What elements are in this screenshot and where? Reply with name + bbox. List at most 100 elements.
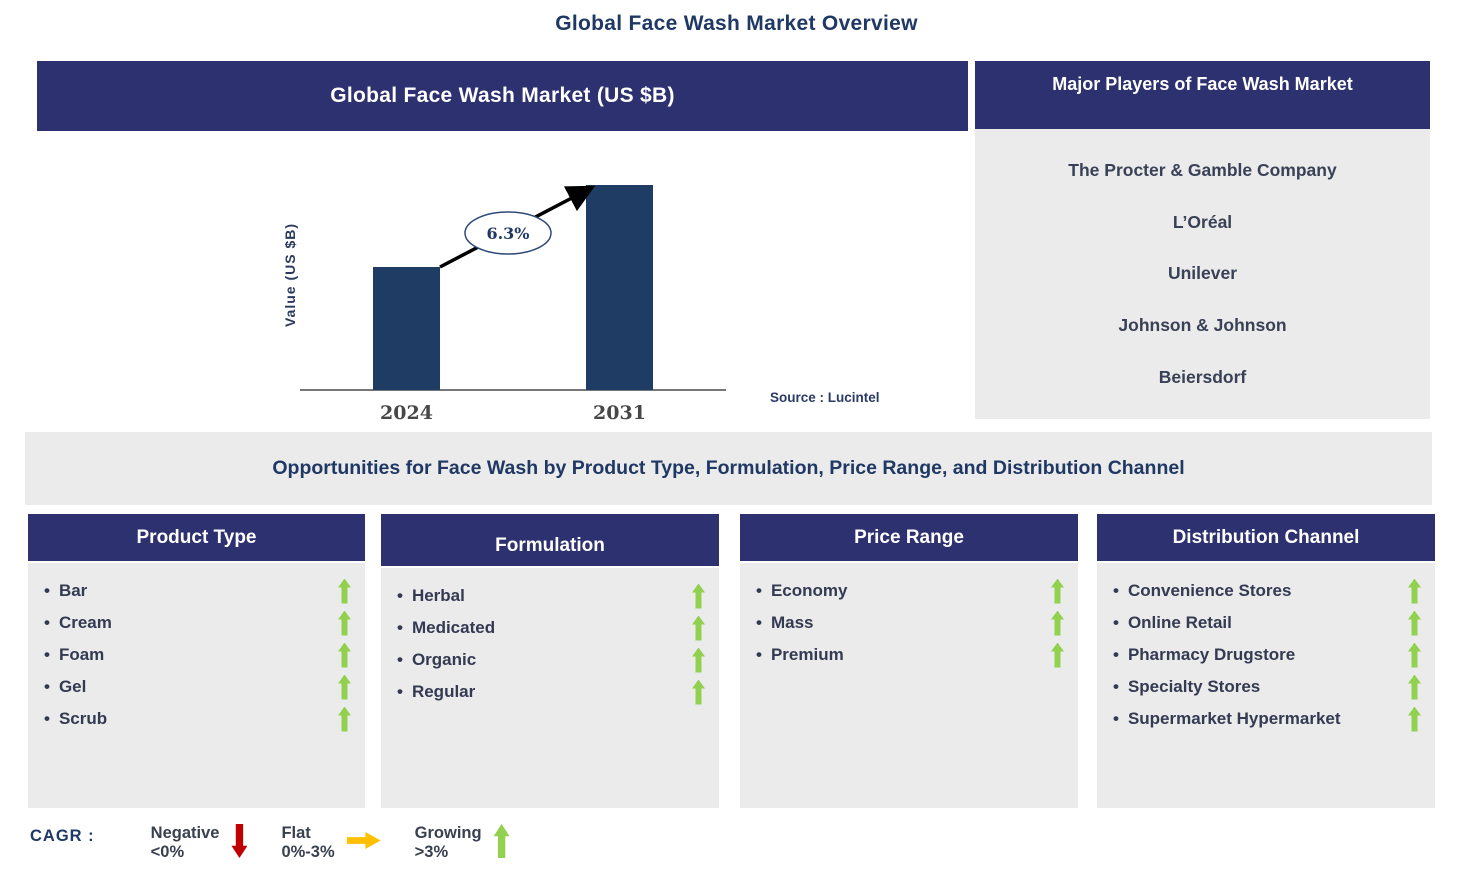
cagr-value-label: 6.3% (486, 224, 529, 243)
item-label: Pharmacy Drugstore (1127, 645, 1296, 664)
legend-arrow-icon (346, 832, 381, 849)
legend-entry-range: 0%-3% (281, 843, 335, 861)
item-label: Convenience Stores (1127, 581, 1292, 600)
growing-up-arrow-icon (1408, 642, 1421, 668)
growing-up-arrow-icon (338, 578, 351, 604)
bullet-icon: • (397, 618, 403, 637)
chart-title-bar: Global Face Wash Market (US $B) (37, 61, 968, 131)
legend-entry-name: Growing (414, 824, 482, 842)
list-item: • Economy (756, 575, 1064, 607)
growing-up-arrow-icon (1051, 610, 1064, 636)
bullet-icon: • (397, 586, 403, 605)
legend-arrow-icon (231, 824, 248, 858)
legend-entry-text: Negative <0% (151, 824, 220, 862)
list-item: • Online Retail (1113, 607, 1421, 639)
item-label: Gel (58, 677, 87, 696)
legend-arrow-icon (493, 824, 510, 858)
list-item: • Herbal (397, 580, 705, 612)
bullet-icon: • (397, 682, 403, 701)
chart-source-note: Source : Lucintel (770, 390, 880, 405)
column-item-list: • Bar • Cream • Foam • Gel (28, 563, 365, 808)
list-item: • Convenience Stores (1113, 575, 1421, 607)
opportunities-title-band: Opportunities for Face Wash by Product T… (25, 432, 1432, 505)
legend-entry-name: Flat (281, 824, 311, 842)
cagr-ellipse (464, 211, 552, 255)
item-label: Supermarket Hypermarket (1127, 709, 1341, 728)
bullet-icon: • (397, 650, 403, 669)
item-label: Economy (770, 581, 848, 600)
growing-up-arrow-icon (338, 706, 351, 732)
company-name: Unilever (1167, 263, 1238, 284)
column-distribution-channel: Distribution Channel • Convenience Store… (1097, 514, 1435, 808)
list-item: • Regular (397, 676, 705, 708)
list-item: • Cream (44, 607, 351, 639)
major-players-title: Major Players of Face Wash Market (975, 61, 1430, 129)
column-item-list: • Convenience Stores • Online Retail • P… (1097, 563, 1435, 808)
market-bar-chart: 2024 2031 6.3% Value (US $B) Source : Luci… (37, 131, 968, 431)
bullet-icon: • (756, 645, 762, 664)
column-header: Price Range (740, 514, 1078, 561)
bar-2031 (586, 185, 653, 390)
cagr-legend-label: CAGR : (30, 827, 95, 845)
company-name: Beiersdorf (1158, 366, 1247, 387)
list-item: • Foam (44, 639, 351, 671)
bullet-icon: • (44, 581, 50, 600)
list-item: • Pharmacy Drugstore (1113, 639, 1421, 671)
bullet-icon: • (44, 645, 50, 664)
legend-entry-text: Growing >3% (415, 824, 482, 862)
column-price-range: Price Range • Economy • Mass • Premium (740, 514, 1078, 808)
list-item: • Organic (397, 644, 705, 676)
item-label: Specialty Stores (1127, 677, 1261, 696)
list-item: • Medicated (397, 612, 705, 644)
list-item: • Scrub (44, 703, 351, 735)
growing-up-arrow-icon (1408, 610, 1421, 636)
legend-entry: Negative <0% (151, 824, 248, 862)
growing-up-arrow-icon (1408, 674, 1421, 700)
growing-up-arrow-icon (692, 615, 705, 641)
list-item: • Premium (756, 639, 1064, 671)
cagr-legend-entries: Negative <0% Flat 0%-3% Growing >3% (151, 824, 544, 862)
company-name: Johnson & Johnson (1118, 315, 1287, 336)
list-item: • Specialty Stores (1113, 671, 1421, 703)
chart-y-axis-label: Value (US $B) (282, 222, 298, 328)
bullet-icon: • (756, 581, 762, 600)
growing-up-arrow-icon (1051, 642, 1064, 668)
legend-entry-name: Negative (150, 824, 220, 842)
growing-up-arrow-icon (1051, 578, 1064, 604)
legend-entry-range: >3% (414, 843, 449, 861)
growing-up-arrow-icon (1408, 706, 1421, 732)
growing-up-arrow-icon (338, 674, 351, 700)
item-label: Bar (58, 581, 88, 600)
list-item: • Supermarket Hypermarket (1113, 703, 1421, 735)
bullet-icon: • (1113, 581, 1119, 600)
item-label: Herbal (411, 586, 465, 605)
legend-entry: Flat 0%-3% (281, 824, 381, 862)
item-label: Organic (411, 650, 477, 669)
bar-chart-canvas: 2024 2031 6.3% (300, 185, 726, 424)
bullet-icon: • (756, 613, 762, 632)
column-header: Product Type (28, 514, 365, 561)
growing-up-arrow-icon (692, 647, 705, 673)
legend-entry-range: <0% (150, 843, 185, 861)
growing-up-arrow-icon (338, 610, 351, 636)
company-name: The Procter & Gamble Company (1068, 160, 1337, 181)
column-item-list: • Economy • Mass • Premium (740, 563, 1078, 808)
bullet-icon: • (1113, 709, 1119, 728)
list-item: • Gel (44, 671, 351, 703)
cagr-legend: CAGR : Negative <0% Flat 0%-3% (30, 824, 544, 862)
major-players-list: The Procter & Gamble Company L’Oréal Uni… (975, 129, 1430, 419)
company-name: L’Oréal (1172, 211, 1233, 232)
major-players-panel: Major Players of Face Wash Market The Pr… (975, 61, 1430, 419)
column-product-type: Product Type • Bar • Cream • Foam • (28, 514, 365, 808)
item-label: Mass (770, 613, 814, 632)
item-label: Online Retail (1127, 613, 1232, 632)
item-label: Scrub (58, 709, 108, 728)
growing-up-arrow-icon (692, 679, 705, 705)
item-label: Premium (770, 645, 844, 664)
bullet-icon: • (1113, 613, 1119, 632)
column-header: Formulation (381, 514, 719, 566)
column-formulation: Formulation • Herbal • Medicated • Organ… (381, 514, 719, 808)
growing-up-arrow-icon (692, 583, 705, 609)
list-item: • Mass (756, 607, 1064, 639)
x-tick-label: 2031 (593, 402, 646, 424)
